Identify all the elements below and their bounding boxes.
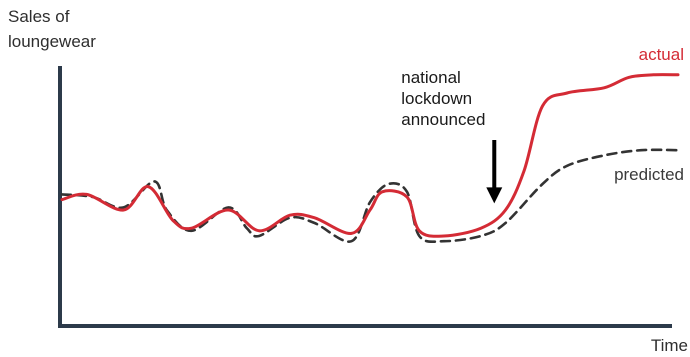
series-layer: [60, 73, 680, 244]
annotation-text-0: national lockdown announced: [401, 68, 485, 129]
annotation-arrow-head: [486, 187, 503, 204]
series-line-predicted: [60, 148, 680, 244]
y-axis-label-line-2: loungewear: [8, 32, 96, 51]
annotation-line-1: lockdown: [401, 89, 472, 108]
series-line-actual: [60, 73, 680, 238]
series-label-predicted: predicted: [614, 165, 684, 184]
annotation-line-2: announced: [401, 110, 485, 129]
x-axis-label: Time: [651, 336, 688, 355]
annotation-layer: national lockdown announced: [401, 68, 503, 204]
series-label-actual: actual: [639, 45, 684, 64]
annotation-line-0: national: [401, 68, 461, 87]
y-axis-label-line-1: Sales of: [8, 7, 70, 26]
